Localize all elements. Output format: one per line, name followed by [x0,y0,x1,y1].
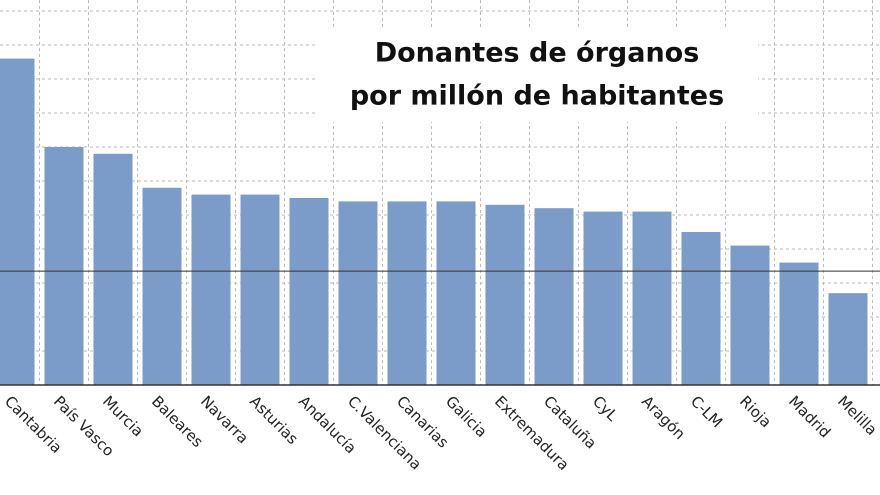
chart-title: Donantes de órganos [375,38,700,69]
bar [534,208,574,385]
x-tick-label: CyL [589,392,622,425]
bar [289,198,329,385]
bar [828,293,868,385]
bar [632,211,672,385]
title-background [318,28,758,122]
bar [730,245,770,385]
bar [779,262,819,385]
bar [44,147,84,385]
bar [583,211,623,385]
bar [387,201,427,385]
bar [681,232,721,385]
x-tick-label: Asturias [246,392,302,448]
bar [93,153,133,385]
bar [436,201,476,385]
x-tick-label: Melilla [834,392,880,439]
bar [240,194,280,385]
bar [338,201,378,385]
x-tick-label: Rioja [736,392,775,431]
x-tick-label: Galicia [442,392,491,441]
bar [0,58,35,385]
x-tick-label: Aragón [638,392,689,443]
x-tick-label: Baleares [148,392,207,451]
x-tick-label: C-LM [687,392,726,431]
bar [191,194,231,385]
x-tick-label: Murcia [99,392,147,440]
x-tick-label: Madrid [785,392,834,441]
bar [142,187,182,385]
chart-title: por millón de habitantes [350,81,724,112]
bar [485,204,525,385]
marks [0,58,880,386]
